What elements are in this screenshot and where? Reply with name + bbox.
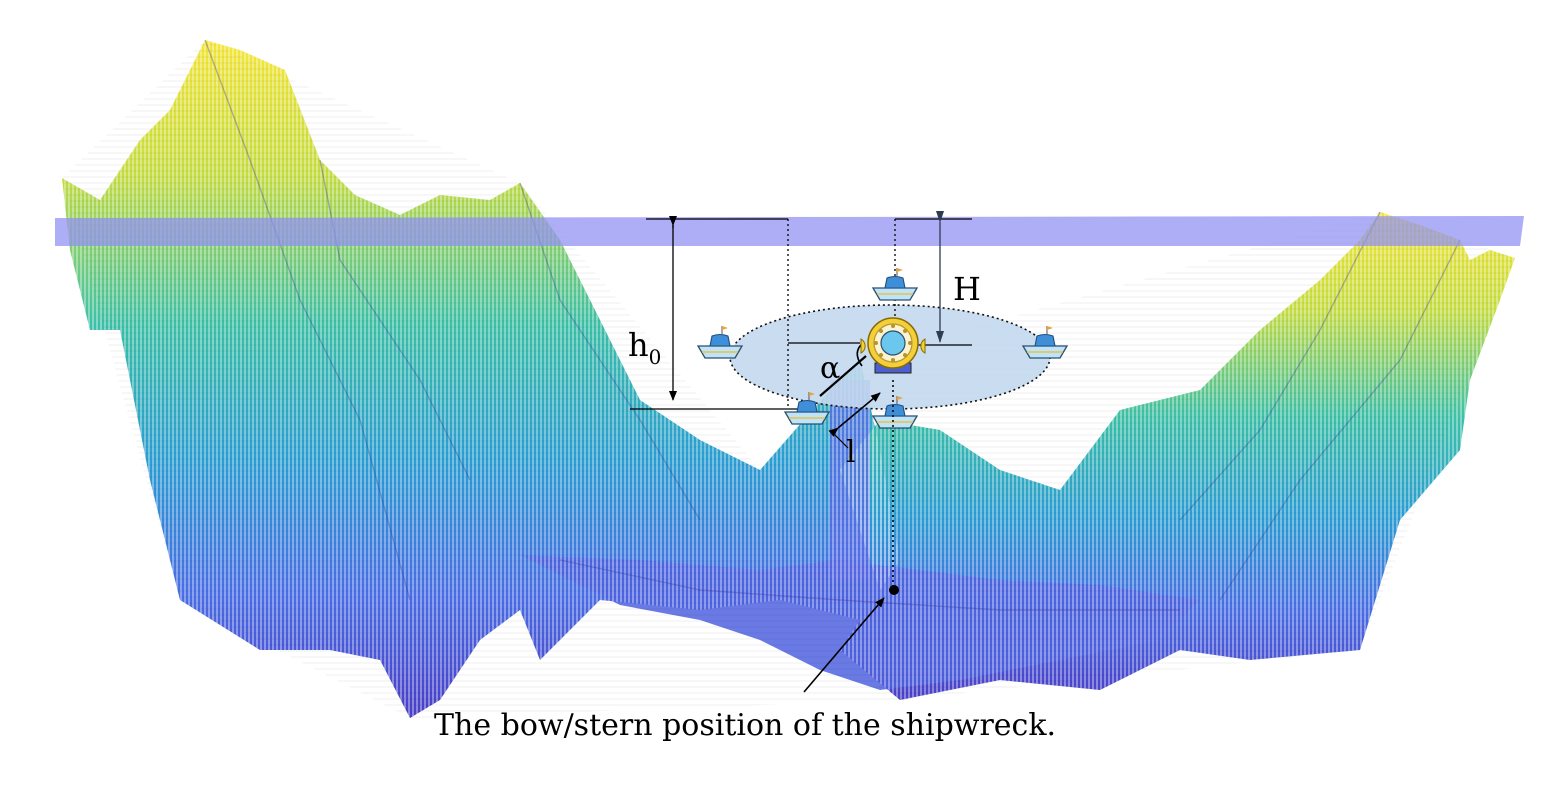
label-h0: h0: [628, 326, 661, 369]
sea-surface: [55, 216, 1524, 246]
wreck-point-icon: [889, 585, 899, 595]
caption-pointer: [803, 597, 885, 693]
cable-length-arrow: [828, 392, 881, 437]
H-dimension: [894, 211, 972, 346]
submersible-icon: [860, 317, 926, 374]
caption: The bow/stern position of the shipwreck.: [434, 708, 1056, 743]
h0-dimension: [630, 216, 860, 410]
label-alpha: α: [820, 351, 840, 386]
ship-icon: [872, 267, 918, 301]
seafloor-terrain: [62, 39, 1515, 718]
label-l: l: [846, 435, 856, 470]
label-H: H: [953, 270, 981, 308]
ship-icon: [697, 325, 743, 359]
